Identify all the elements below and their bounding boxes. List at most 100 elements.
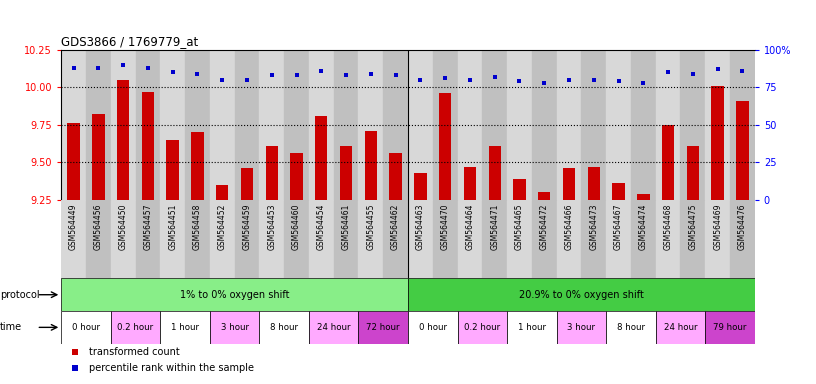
Bar — [612, 183, 625, 200]
Bar — [68, 123, 80, 200]
Bar — [235, 50, 259, 200]
Point — [662, 70, 675, 76]
Bar — [265, 146, 278, 200]
Text: 3 hour: 3 hour — [567, 323, 596, 332]
Text: 1 hour: 1 hour — [518, 323, 546, 332]
Point — [339, 72, 353, 78]
Text: 8 hour: 8 hour — [270, 323, 298, 332]
Bar — [705, 311, 755, 344]
Bar — [358, 200, 384, 278]
Text: 0.2 hour: 0.2 hour — [464, 323, 500, 332]
Bar — [384, 50, 408, 200]
Text: GSM564470: GSM564470 — [441, 204, 450, 250]
Bar — [210, 50, 234, 200]
Bar — [86, 50, 111, 200]
Bar — [507, 50, 532, 200]
Point — [686, 71, 699, 77]
Bar — [160, 311, 210, 344]
Bar — [463, 167, 476, 200]
Point — [265, 72, 278, 78]
Text: 0.2 hour: 0.2 hour — [118, 323, 153, 332]
Text: GSM564459: GSM564459 — [242, 204, 251, 250]
Bar — [588, 167, 600, 200]
Bar — [86, 200, 111, 278]
Text: 3 hour: 3 hour — [220, 323, 249, 332]
Bar — [408, 311, 458, 344]
Bar — [606, 200, 631, 278]
Text: 8 hour: 8 hour — [617, 323, 645, 332]
Bar — [489, 146, 501, 200]
Bar — [656, 50, 681, 200]
Point — [389, 72, 402, 78]
Bar — [563, 168, 575, 200]
Bar — [166, 140, 179, 200]
Text: 1% to 0% oxygen shift: 1% to 0% oxygen shift — [180, 290, 290, 300]
Bar — [389, 153, 401, 200]
Text: GSM564462: GSM564462 — [391, 204, 400, 250]
Bar — [142, 92, 154, 200]
Bar — [210, 311, 259, 344]
Text: GDS3866 / 1769779_at: GDS3866 / 1769779_at — [61, 35, 198, 48]
Text: GSM564474: GSM564474 — [639, 204, 648, 250]
Bar — [681, 50, 705, 200]
Point — [562, 77, 575, 83]
Point — [315, 68, 328, 74]
Bar — [606, 50, 631, 200]
Point — [636, 80, 650, 86]
Text: GSM564476: GSM564476 — [738, 204, 747, 250]
Text: GSM564469: GSM564469 — [713, 204, 722, 250]
Bar — [507, 200, 532, 278]
Bar — [513, 179, 526, 200]
Text: 1 hour: 1 hour — [171, 323, 199, 332]
Point — [364, 71, 377, 77]
Bar — [284, 200, 309, 278]
Bar — [358, 311, 408, 344]
Text: percentile rank within the sample: percentile rank within the sample — [89, 363, 254, 373]
Bar — [582, 200, 606, 278]
Bar — [557, 200, 581, 278]
Text: GSM564456: GSM564456 — [94, 204, 103, 250]
Text: 20.9% to 0% oxygen shift: 20.9% to 0% oxygen shift — [519, 290, 644, 300]
Bar — [482, 50, 507, 200]
Bar — [458, 311, 507, 344]
Bar — [730, 50, 755, 200]
Bar — [241, 168, 253, 200]
Bar — [216, 185, 228, 200]
Point — [166, 70, 180, 76]
Point — [513, 78, 526, 84]
Bar — [358, 50, 384, 200]
Point — [612, 78, 625, 84]
Point — [414, 77, 427, 83]
Bar — [730, 200, 755, 278]
Point — [117, 62, 130, 68]
Bar — [135, 200, 160, 278]
Text: 24 hour: 24 hour — [317, 323, 350, 332]
Bar — [631, 50, 656, 200]
Bar — [235, 200, 259, 278]
Point — [215, 77, 228, 83]
Bar — [334, 200, 358, 278]
Text: GSM564467: GSM564467 — [614, 204, 623, 250]
Text: GSM564450: GSM564450 — [118, 204, 127, 250]
Text: GSM564455: GSM564455 — [366, 204, 375, 250]
Bar — [606, 311, 656, 344]
Bar — [117, 80, 129, 200]
Bar — [705, 50, 730, 200]
Bar — [656, 311, 705, 344]
Bar — [259, 50, 284, 200]
Bar — [557, 50, 581, 200]
Text: GSM564463: GSM564463 — [416, 204, 425, 250]
Bar — [309, 200, 334, 278]
Bar — [736, 101, 748, 200]
Text: protocol: protocol — [0, 290, 40, 300]
Point — [538, 80, 551, 86]
Bar — [92, 114, 104, 200]
Bar — [160, 200, 185, 278]
Point — [67, 65, 80, 71]
Bar — [185, 200, 210, 278]
Bar — [334, 50, 358, 200]
Bar — [532, 200, 557, 278]
Bar — [408, 200, 432, 278]
Bar — [458, 200, 482, 278]
Bar — [705, 200, 730, 278]
